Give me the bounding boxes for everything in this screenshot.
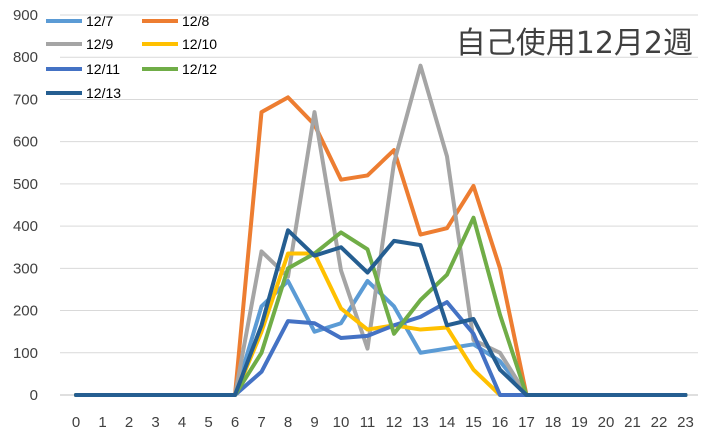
series-line-12-13 bbox=[74, 228, 688, 397]
x-tick-label: 14 bbox=[439, 414, 456, 431]
y-tick-label: 400 bbox=[13, 218, 38, 235]
x-tick-label: 11 bbox=[360, 414, 376, 431]
x-tick-label: 1 bbox=[98, 414, 106, 431]
x-tick-label: 12 bbox=[386, 414, 403, 431]
legend: 12/7 12/8 12/9 12/10 12/11 12/12 12/13 bbox=[46, 13, 217, 101]
x-tick-label: 6 bbox=[231, 414, 239, 431]
x-tick-label: 7 bbox=[257, 414, 265, 431]
y-tick-label: 300 bbox=[13, 260, 38, 277]
x-axis-ticks: 0 1 2 3 4 5 6 7 8 9 10 11 12 13 14 15 16 17 18 19 20 21 22 23 bbox=[72, 414, 694, 431]
series-lines bbox=[74, 63, 688, 397]
y-tick-label: 200 bbox=[13, 303, 38, 320]
x-tick-label: 10 bbox=[333, 414, 350, 431]
x-tick-label: 23 bbox=[677, 414, 694, 431]
y-tick-label: 500 bbox=[13, 176, 38, 193]
y-tick-label: 700 bbox=[13, 91, 38, 108]
series-line-12-11 bbox=[74, 300, 688, 397]
y-tick-label: 100 bbox=[13, 345, 38, 362]
legend-label: 12/10 bbox=[182, 36, 217, 52]
chart-title: 自己使用12月2週 bbox=[456, 26, 693, 61]
legend-label: 12/12 bbox=[182, 61, 217, 77]
x-tick-label: 20 bbox=[598, 414, 615, 431]
x-tick-label: 4 bbox=[178, 414, 186, 431]
series-line-12-10 bbox=[74, 251, 688, 397]
legend-label: 12/13 bbox=[86, 85, 121, 101]
x-tick-label: 17 bbox=[518, 414, 535, 431]
y-tick-label: 900 bbox=[13, 7, 38, 24]
y-tick-label: 800 bbox=[13, 49, 38, 66]
x-tick-label: 0 bbox=[72, 414, 80, 431]
y-tick-label: 0 bbox=[30, 387, 38, 404]
legend-label: 12/7 bbox=[86, 13, 113, 29]
legend-label: 12/9 bbox=[86, 36, 113, 52]
x-tick-label: 2 bbox=[125, 414, 133, 431]
legend-label: 12/8 bbox=[182, 13, 209, 29]
gridlines bbox=[60, 14, 698, 396]
x-tick-label: 21 bbox=[624, 414, 641, 431]
x-tick-label: 19 bbox=[571, 414, 588, 431]
x-tick-label: 15 bbox=[465, 414, 482, 431]
x-tick-label: 22 bbox=[651, 414, 668, 431]
legend-label: 12/11 bbox=[86, 61, 120, 77]
series-line-12-9 bbox=[74, 63, 688, 397]
x-tick-label: 9 bbox=[310, 414, 318, 431]
x-tick-label: 16 bbox=[492, 414, 509, 431]
x-tick-label: 5 bbox=[204, 414, 212, 431]
y-axis-ticks: 0 100 200 300 400 500 600 700 800 900 bbox=[13, 7, 38, 404]
y-tick-label: 600 bbox=[13, 134, 38, 151]
x-tick-label: 18 bbox=[545, 414, 562, 431]
x-tick-label: 3 bbox=[151, 414, 159, 431]
x-tick-label: 8 bbox=[284, 414, 292, 431]
x-tick-label: 13 bbox=[412, 414, 429, 431]
